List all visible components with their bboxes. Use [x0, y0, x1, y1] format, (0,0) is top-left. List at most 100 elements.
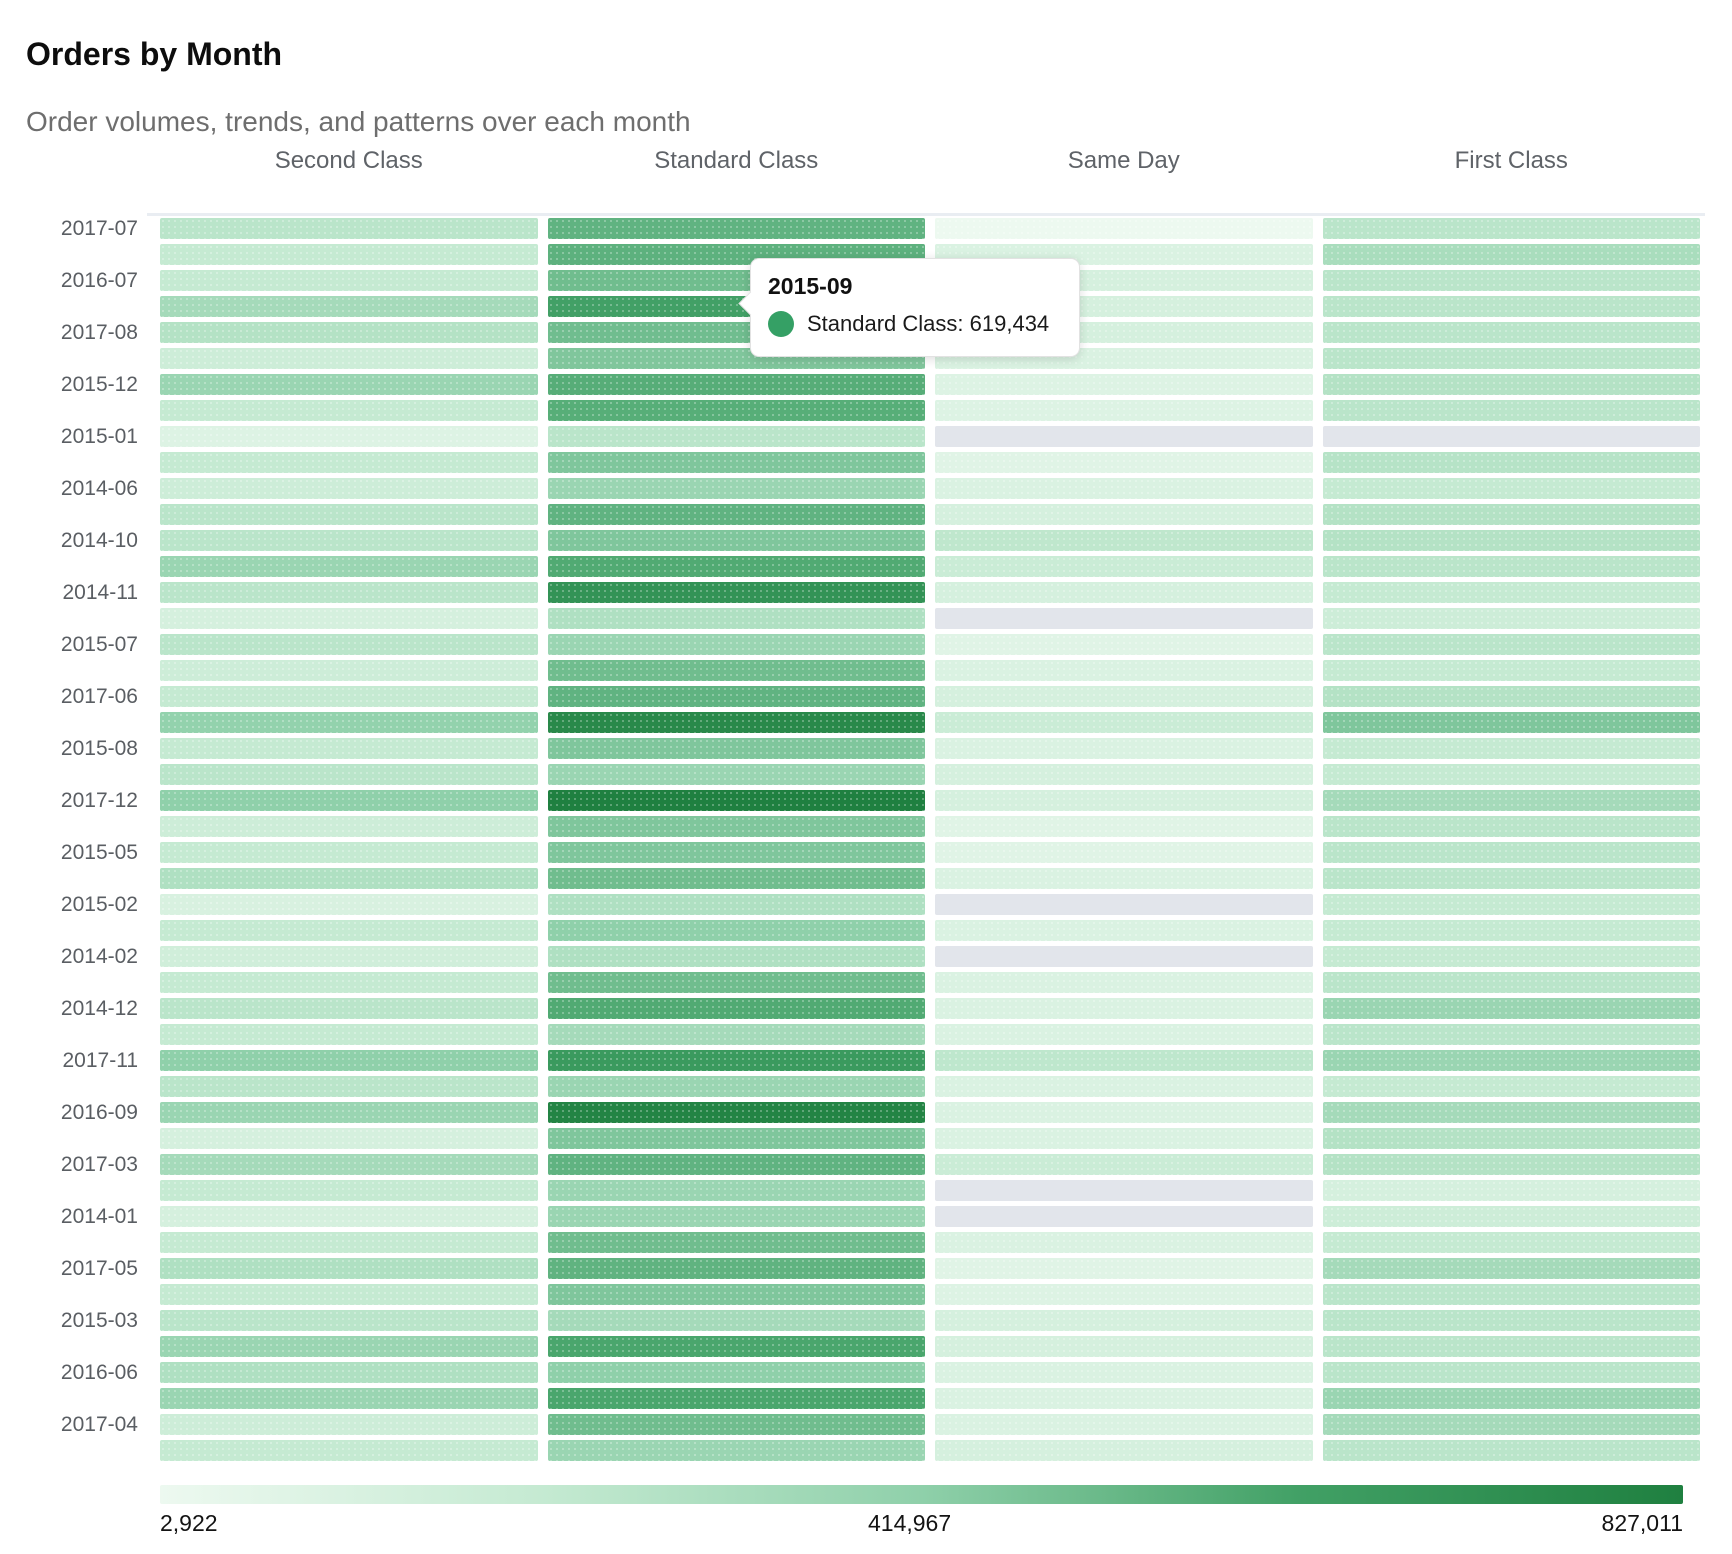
- heatmap-cell[interactable]: [1322, 816, 1700, 837]
- heatmap-cell[interactable]: [1322, 894, 1700, 915]
- heatmap-cell[interactable]: [547, 478, 925, 499]
- heatmap-cell[interactable]: [160, 1024, 538, 1045]
- heatmap-cell[interactable]: [160, 764, 538, 785]
- heatmap-cell[interactable]: [547, 738, 925, 759]
- heatmap-cell[interactable]: [547, 218, 925, 239]
- heatmap-cell[interactable]: [160, 608, 538, 629]
- heatmap-cell[interactable]: [935, 1388, 1313, 1409]
- heatmap-cell[interactable]: [547, 1362, 925, 1383]
- heatmap-cell[interactable]: [160, 218, 538, 239]
- heatmap-cell[interactable]: [935, 374, 1313, 395]
- heatmap-cell[interactable]: [935, 582, 1313, 603]
- heatmap-cell[interactable]: [1322, 1076, 1700, 1097]
- heatmap-cell[interactable]: [935, 1180, 1313, 1201]
- heatmap-cell[interactable]: [935, 1232, 1313, 1253]
- heatmap-cell[interactable]: [160, 478, 538, 499]
- heatmap-cell[interactable]: [935, 946, 1313, 967]
- heatmap-cell[interactable]: [1322, 868, 1700, 889]
- heatmap-cell[interactable]: [160, 1362, 538, 1383]
- heatmap-cell[interactable]: [1322, 608, 1700, 629]
- heatmap-cell[interactable]: [547, 1128, 925, 1149]
- heatmap-cell[interactable]: [1322, 738, 1700, 759]
- heatmap-cell[interactable]: [1322, 972, 1700, 993]
- heatmap-cell[interactable]: [160, 1102, 538, 1123]
- heatmap-cell[interactable]: [160, 504, 538, 525]
- heatmap-cell[interactable]: [935, 712, 1313, 733]
- heatmap-cell[interactable]: [160, 400, 538, 421]
- heatmap-cell[interactable]: [547, 1336, 925, 1357]
- heatmap-cell[interactable]: [547, 400, 925, 421]
- heatmap-cell[interactable]: [160, 842, 538, 863]
- heatmap-cell[interactable]: [547, 686, 925, 707]
- heatmap-cell[interactable]: [547, 1284, 925, 1305]
- heatmap-cell[interactable]: [1322, 1024, 1700, 1045]
- heatmap-cell[interactable]: [547, 452, 925, 473]
- heatmap-cell[interactable]: [547, 1076, 925, 1097]
- heatmap-cell[interactable]: [935, 218, 1313, 239]
- heatmap-cell[interactable]: [1322, 1258, 1700, 1279]
- heatmap-cell[interactable]: [935, 556, 1313, 577]
- heatmap-cell[interactable]: [160, 738, 538, 759]
- heatmap-cell[interactable]: [935, 998, 1313, 1019]
- heatmap-cell[interactable]: [1322, 1336, 1700, 1357]
- heatmap-cell[interactable]: [935, 1414, 1313, 1435]
- heatmap-cell[interactable]: [160, 712, 538, 733]
- heatmap-cell[interactable]: [547, 374, 925, 395]
- heatmap-cell[interactable]: [160, 1284, 538, 1305]
- heatmap-cell[interactable]: [160, 790, 538, 811]
- heatmap-cell[interactable]: [1322, 426, 1700, 447]
- heatmap-cell[interactable]: [547, 556, 925, 577]
- heatmap-cell[interactable]: [547, 1232, 925, 1253]
- heatmap-cell[interactable]: [935, 1258, 1313, 1279]
- heatmap-cell[interactable]: [547, 1102, 925, 1123]
- heatmap-cell[interactable]: [547, 504, 925, 525]
- heatmap-cell[interactable]: [935, 1024, 1313, 1045]
- heatmap-cell[interactable]: [935, 452, 1313, 473]
- heatmap-cell[interactable]: [547, 894, 925, 915]
- heatmap-cell[interactable]: [1322, 1180, 1700, 1201]
- heatmap-cell[interactable]: [160, 556, 538, 577]
- heatmap-cell[interactable]: [1322, 452, 1700, 473]
- heatmap-cell[interactable]: [547, 1258, 925, 1279]
- heatmap-cell[interactable]: [935, 842, 1313, 863]
- heatmap-cell[interactable]: [935, 972, 1313, 993]
- heatmap-cell[interactable]: [160, 1258, 538, 1279]
- heatmap-cell[interactable]: [547, 712, 925, 733]
- heatmap-cell[interactable]: [935, 400, 1313, 421]
- heatmap-cell[interactable]: [935, 764, 1313, 785]
- heatmap-cell[interactable]: [1322, 946, 1700, 967]
- heatmap-cell[interactable]: [1322, 1128, 1700, 1149]
- heatmap-cell[interactable]: [160, 634, 538, 655]
- heatmap-cell[interactable]: [547, 1154, 925, 1175]
- heatmap-cell[interactable]: [935, 1050, 1313, 1071]
- heatmap-cell[interactable]: [160, 1336, 538, 1357]
- heatmap-cell[interactable]: [547, 946, 925, 967]
- heatmap-cell[interactable]: [935, 530, 1313, 551]
- heatmap-cell[interactable]: [1322, 1388, 1700, 1409]
- heatmap-cell[interactable]: [935, 738, 1313, 759]
- heatmap-cell[interactable]: [160, 946, 538, 967]
- heatmap-cell[interactable]: [935, 1362, 1313, 1383]
- heatmap-cell[interactable]: [1322, 556, 1700, 577]
- heatmap-cell[interactable]: [1322, 1050, 1700, 1071]
- heatmap-cell[interactable]: [1322, 504, 1700, 525]
- heatmap-cell[interactable]: [1322, 790, 1700, 811]
- heatmap-cell[interactable]: [547, 530, 925, 551]
- heatmap-cell[interactable]: [547, 816, 925, 837]
- heatmap-cell[interactable]: [160, 1232, 538, 1253]
- heatmap-cell[interactable]: [1322, 1102, 1700, 1123]
- heatmap-cell[interactable]: [1322, 660, 1700, 681]
- heatmap-cell[interactable]: [1322, 1284, 1700, 1305]
- heatmap-cell[interactable]: [160, 868, 538, 889]
- heatmap-cell[interactable]: [160, 244, 538, 265]
- heatmap-cell[interactable]: [1322, 478, 1700, 499]
- heatmap-cell[interactable]: [935, 1102, 1313, 1123]
- heatmap-cell[interactable]: [547, 764, 925, 785]
- heatmap-cell[interactable]: [935, 868, 1313, 889]
- heatmap-cell[interactable]: [935, 1154, 1313, 1175]
- heatmap-cell[interactable]: [547, 1310, 925, 1331]
- heatmap-cell[interactable]: [547, 1440, 925, 1461]
- heatmap-cell[interactable]: [160, 582, 538, 603]
- heatmap-cell[interactable]: [547, 582, 925, 603]
- heatmap-cell[interactable]: [1322, 998, 1700, 1019]
